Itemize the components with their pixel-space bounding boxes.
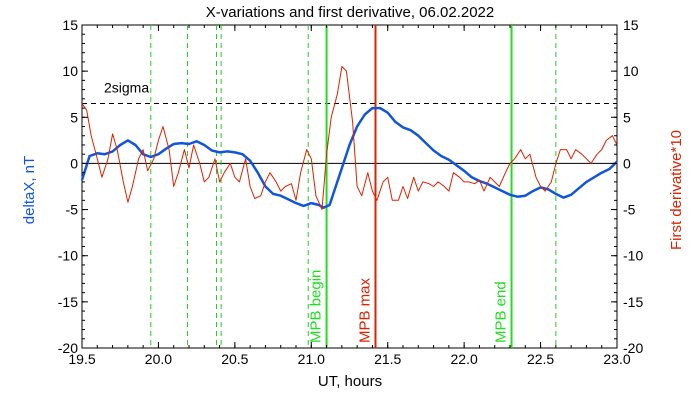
- event-label: MPB end: [493, 281, 510, 343]
- x-tick-label: 19.5: [68, 351, 95, 367]
- plot-frame: [81, 24, 618, 349]
- x-tick-label: 21.5: [374, 351, 401, 367]
- x-tick-label: 22.0: [451, 351, 478, 367]
- chart-title: X-variations and first derivative, 06.02…: [206, 4, 495, 21]
- event-label: MPB max: [356, 277, 373, 343]
- y-tick-label-left: -15: [58, 294, 78, 310]
- y-tick-label-right: 0: [623, 155, 631, 171]
- y-tick-label-left: -10: [58, 248, 78, 264]
- y-tick-label-left: 15: [62, 17, 78, 33]
- y-tick-label-right: 15: [623, 17, 639, 33]
- y-tick-label-right: -5: [623, 202, 636, 218]
- plot-area: 2sigma MPB begin MPB max MPB end 19.5 20.0 2…: [58, 17, 644, 367]
- event-lines: MPB begin MPB max MPB end: [308, 25, 513, 348]
- y-tick-label-right: 5: [623, 109, 631, 125]
- x-tick-label: 22.5: [527, 351, 554, 367]
- y-tick-label-left: -20: [58, 340, 78, 356]
- x-tick-label: 20.0: [145, 351, 172, 367]
- axis-ticks: 19.5 20.0 20.5 21.0 21.5 22.0 22.5 23.0 15 15 10 10…: [58, 17, 644, 367]
- y-tick-label-right: -20: [623, 340, 643, 356]
- y-axis-label-left: deltaX, nT: [21, 156, 38, 224]
- threshold-label: 2sigma: [104, 79, 149, 95]
- x-axis-label: UT, hours: [318, 373, 382, 390]
- event-label: MPB begin: [308, 270, 325, 343]
- y-tick-label-right: -10: [623, 248, 643, 264]
- x-tick-label: 20.5: [221, 351, 248, 367]
- derivative-series-line: [81, 66, 618, 211]
- y-tick-label-left: 10: [62, 63, 78, 79]
- y-axis-label-right: First derivative*10: [668, 130, 685, 250]
- x-tick-label: 23.0: [603, 351, 630, 367]
- y-tick-label-right: -15: [623, 294, 643, 310]
- y-tick-label-left: 0: [70, 155, 78, 171]
- series-group: [80, 66, 618, 211]
- y-tick-label-right: 10: [623, 63, 639, 79]
- deltax-series-line: [80, 106, 618, 209]
- y-tick-label-left: 5: [70, 109, 78, 125]
- y-tick-label-left: -5: [66, 202, 79, 218]
- x-tick-label: 21.0: [298, 351, 325, 367]
